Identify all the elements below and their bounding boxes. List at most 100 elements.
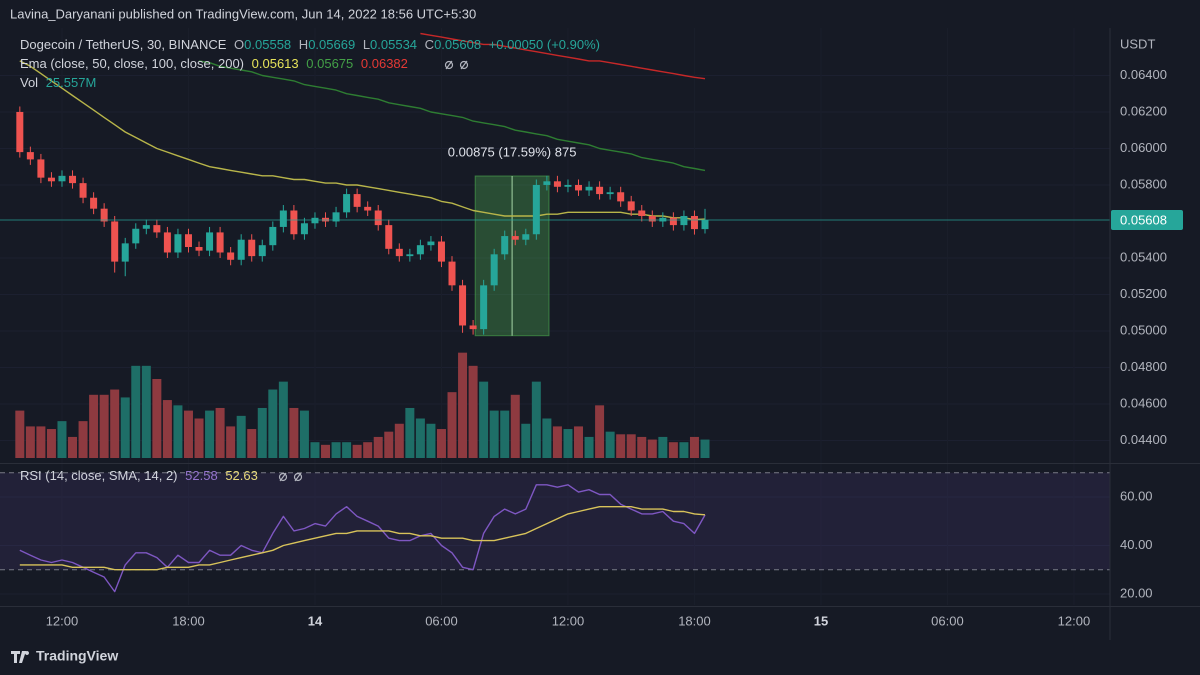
volume-bar [468,365,478,458]
hide-icon [279,472,287,482]
candle-body [311,217,319,224]
y-tick-label: 20.00 [1120,585,1153,600]
volume-pane [15,352,710,458]
volume-bar [99,394,109,458]
y-tick-label: 40.00 [1120,537,1153,552]
ohlc-value: 0.05534 [370,37,417,52]
candle-body [300,223,308,235]
hide-icon [294,472,302,482]
volume-bar [268,389,278,458]
candle-body [353,194,361,207]
volume-bar [531,381,541,458]
ohlc-label: H [299,37,308,52]
candle-body [596,186,604,195]
volume-bar [173,405,183,458]
hide-icon[interactable] [444,60,454,70]
candle-body [480,285,488,330]
volume-bar [36,426,46,458]
candle-body [585,186,593,191]
ema-value: 0.06382 [361,56,408,71]
volume-bar [15,410,25,458]
ema-line [198,60,706,172]
volume-bar [479,381,489,458]
volume-bar [25,426,35,458]
legend-vol: Vol 25.557M [20,75,96,90]
volume-bar [521,423,531,458]
volume-bar [563,429,573,458]
candle-body [543,181,551,185]
legend-ema: Ema (close, 50, close, 100, close, 200) … [20,56,408,71]
volume-bar [415,418,425,458]
candle-body [522,234,530,240]
y-tick-label: 60.00 [1120,488,1153,503]
candle-body [269,226,277,246]
volume-bar [131,365,141,458]
candle-body [290,210,298,235]
candle-body [606,192,614,195]
hide-icon[interactable] [293,472,303,482]
volume-bar [658,436,668,458]
volume-bar [500,410,510,458]
candle-body [26,152,34,160]
volume-bar [226,426,236,458]
volume-bar [394,423,404,458]
volume-bar [141,365,151,458]
rsi-value: 52.58 [185,468,218,483]
logo-mark [11,651,30,663]
ohlc-label: O [234,37,244,52]
ohlc-label: L [363,37,370,52]
candle-body [248,239,256,257]
rsi-pane [0,472,1110,593]
x-tick-label: 06:00 [425,613,458,628]
ohlc-value: 0.05669 [308,37,355,52]
candle-body [374,210,382,226]
candle-body [406,254,414,257]
rsi-line [19,506,706,571]
y-tick-label: 0.04600 [1120,395,1167,410]
y-tick-label: 0.06400 [1120,67,1167,82]
candle-body [490,254,498,286]
x-tick-label: 14 [308,613,323,628]
candle-body [385,225,393,249]
candle-body [701,219,709,230]
grid [0,28,1110,605]
volume-bar [626,434,636,458]
byline: Lavina_Daryanani published on TradingVie… [10,6,476,21]
volume-bar [247,429,257,458]
volume-bar [679,442,689,458]
ema-line [420,32,706,80]
volume-bar [321,444,331,458]
ema-title: Ema (close, 50, close, 100, close, 200) [20,56,244,71]
x-tick-label: 12:00 [552,613,585,628]
candle-body [279,210,287,227]
candle-body [121,243,129,262]
candle-body [16,111,24,153]
volume-bar [458,352,468,458]
volume-bar [57,421,67,458]
volume-bar [310,442,320,458]
candle-body [237,239,245,260]
volume-bar [46,429,56,458]
volume-bar [78,421,88,458]
ohlc-label: C [425,37,434,52]
price-unit: USDT [1120,36,1155,51]
hide-icon[interactable] [278,472,288,482]
hide-icon[interactable] [459,60,469,70]
x-tick-label: 06:00 [931,613,964,628]
legend-main: Dogecoin / TetherUS, 30, BINANCE O0.0555… [20,37,600,52]
candle-body [575,184,583,191]
rsi-sma-value: 52.63 [225,468,258,483]
candle-body [553,181,561,187]
candle-body [258,245,266,257]
rsi-title: RSI (14, close, SMA, 14, 2) [20,468,178,483]
candle-body [100,208,108,222]
volume-bar [257,407,267,458]
volume-bar [647,439,657,458]
candle-body [532,184,540,235]
volume-bar [205,410,215,458]
candle-body [648,215,656,222]
x-tick-label: 12:00 [1058,613,1091,628]
